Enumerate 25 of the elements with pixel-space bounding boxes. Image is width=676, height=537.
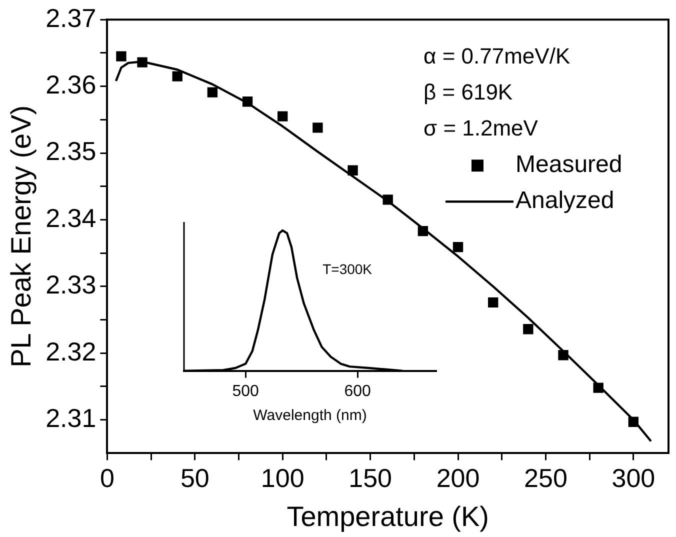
x-tick-label: 0 (100, 462, 114, 493)
x-tick-label: 200 (436, 462, 480, 493)
x-tick-label: 100 (260, 462, 304, 493)
legend-label: Analyzed (516, 187, 614, 214)
y-tick-label: 2.36 (46, 69, 96, 100)
x-tick-label: 500 (232, 382, 260, 400)
y-tick-label: 2.34 (46, 202, 96, 233)
legend-label: Measured (516, 151, 622, 178)
x-axis-title: Temperature (K) (286, 500, 489, 532)
x-tick-label: 150 (348, 462, 392, 493)
y-tick-label: 2.31 (46, 403, 96, 434)
annotation: β = 619K (424, 80, 513, 105)
y-tick-label: 2.33 (46, 270, 96, 300)
y-tick-label: 2.32 (46, 336, 96, 366)
y-axis-title: PL Peak Energy (eV) (6, 105, 37, 368)
annotation: α = 0.77meV/K (424, 44, 570, 69)
x-tick-label: 50 (180, 462, 210, 493)
x-tick-label: 250 (524, 462, 568, 493)
y-tick-label: 2.35 (46, 136, 96, 166)
annotation: σ = 1.2meV (424, 116, 538, 141)
y-tick-label: 2.37 (46, 2, 96, 33)
x-axis-title: Wavelength (nm) (253, 407, 367, 424)
x-tick-label: 600 (344, 382, 372, 400)
x-tick-label: 300 (612, 462, 656, 493)
annotation: T=300K (322, 260, 373, 277)
